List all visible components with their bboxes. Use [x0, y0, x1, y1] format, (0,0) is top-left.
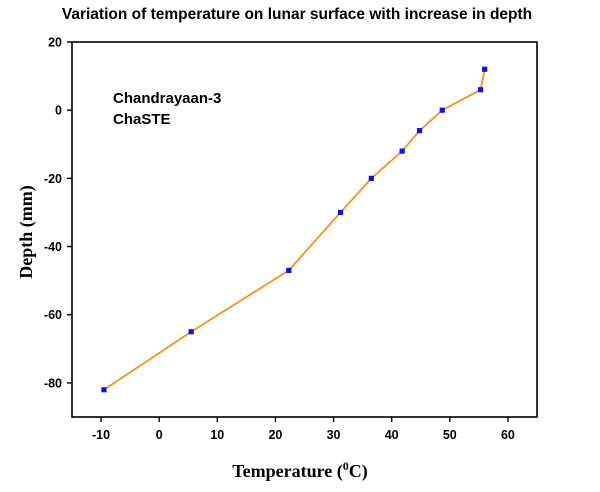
- data-series: [101, 66, 488, 393]
- data-point: [439, 107, 445, 113]
- y-tick-label: -20: [44, 172, 62, 186]
- y-axis-label: Depth (mm): [16, 185, 37, 278]
- data-point: [286, 267, 292, 274]
- x-tick-label: -10: [92, 428, 110, 442]
- data-point: [416, 128, 423, 134]
- annotation-mission: Chandrayaan-3: [113, 90, 221, 107]
- y-tick-label: -40: [44, 240, 62, 254]
- data-point: [399, 148, 405, 154]
- x-axis-label-main: Temperature (: [232, 461, 342, 482]
- x-tick-label: 0: [156, 428, 163, 442]
- data-point: [101, 387, 107, 393]
- x-tick-label: 10: [210, 428, 224, 442]
- annotation-instrument: ChaSTE: [113, 111, 171, 128]
- x-axis-label-superscript: 0: [343, 459, 349, 473]
- series-line: [103, 69, 486, 391]
- x-tick-label: 30: [327, 428, 341, 442]
- y-tick-label: 0: [55, 104, 62, 118]
- x-tick-label: 20: [268, 428, 282, 442]
- x-tick-label: 40: [385, 428, 399, 442]
- x-axis-label-end: C): [349, 461, 368, 482]
- x-axis-ticks: -10 0 10 20 30 40 50 60: [92, 417, 515, 442]
- x-axis-label: Temperature (0C): [232, 459, 367, 482]
- data-point: [368, 175, 374, 181]
- data-point: [337, 209, 344, 216]
- plot-frame: [71, 41, 538, 418]
- data-point: [188, 329, 194, 335]
- y-tick-label: -60: [44, 308, 62, 322]
- x-tick-label: 60: [501, 428, 515, 442]
- y-axis-ticks: 20 0 -20 -40 -60 -80: [44, 36, 72, 390]
- data-point: [482, 66, 488, 72]
- x-tick-label: 50: [443, 428, 457, 442]
- data-point: [478, 87, 484, 93]
- chart-title: Variation of temperature on lunar surfac…: [62, 6, 532, 23]
- y-tick-label: -80: [44, 376, 62, 390]
- y-tick-label: 20: [48, 36, 62, 50]
